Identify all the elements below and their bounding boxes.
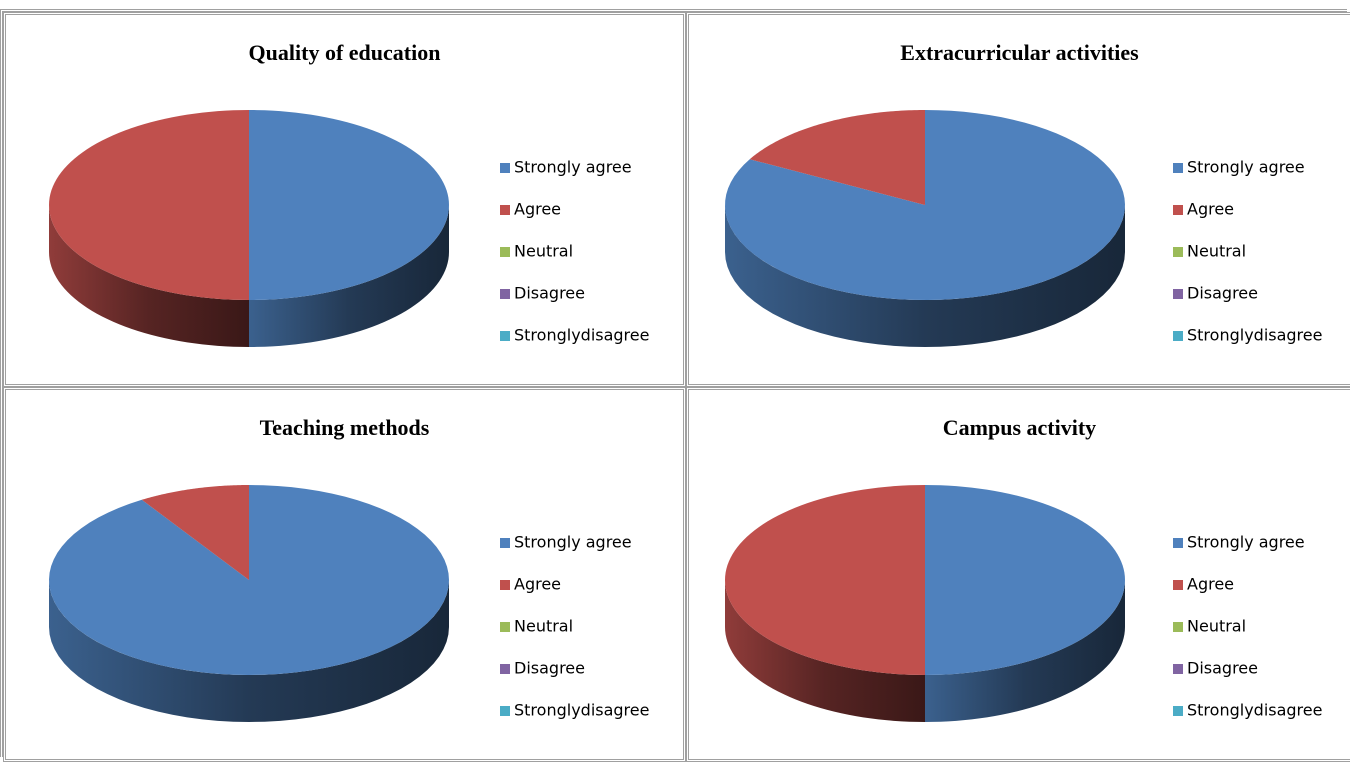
legend-label: Neutral	[1187, 617, 1246, 636]
legend-swatch	[1173, 331, 1183, 341]
legend-swatch	[1173, 622, 1183, 632]
chart-cell: Extracurricular activities Strongly agree…	[686, 12, 1350, 387]
chart-title: Teaching methods	[260, 415, 430, 440]
legend-swatch	[1173, 538, 1183, 548]
legend-label: Agree	[1187, 575, 1234, 594]
legend-label: Neutral	[514, 617, 573, 636]
chart-cell: Quality of education Strongly agree Agree N…	[3, 12, 686, 387]
legend-swatch	[1173, 247, 1183, 257]
legend-label: Disagree	[1187, 659, 1258, 678]
legend-label: Stronglydisagree	[1187, 326, 1322, 345]
chart-title: Quality of education	[249, 40, 441, 65]
chart-title: Campus activity	[943, 415, 1096, 440]
chart: Extracurricular activities Strongly agree…	[725, 40, 1322, 347]
legend-label: Stronglydisagree	[514, 701, 649, 720]
chart-grid: Quality of education Strongly agree Agree N…	[0, 9, 1350, 762]
chart: Teaching methods Strongly agree Agree Neutr…	[49, 415, 649, 722]
legend-label: Stronglydisagree	[1187, 701, 1322, 720]
legend-swatch	[500, 331, 510, 341]
legend-swatch	[1173, 580, 1183, 590]
legend-swatch	[1173, 706, 1183, 716]
legend-label: Disagree	[1187, 284, 1258, 303]
legend-label: Strongly agree	[514, 533, 632, 552]
legend-label: Agree	[514, 575, 561, 594]
chart-title: Extracurricular activities	[900, 40, 1139, 65]
legend-label: Strongly agree	[1187, 158, 1305, 177]
pie-slice	[725, 110, 1125, 347]
chart: Quality of education Strongly agree Agree N…	[49, 40, 649, 347]
legend-swatch	[500, 247, 510, 257]
legend-swatch	[500, 580, 510, 590]
pie-slice	[49, 485, 449, 722]
legend-swatch	[1173, 163, 1183, 173]
legend-swatch	[1173, 205, 1183, 215]
legend-label: Agree	[514, 200, 561, 219]
pie-slice	[49, 110, 249, 347]
legend-swatch	[1173, 289, 1183, 299]
legend-label: Disagree	[514, 284, 585, 303]
legend-swatch	[1173, 664, 1183, 674]
legend-label: Strongly agree	[1187, 533, 1305, 552]
pie-slice	[141, 485, 249, 580]
pie-slice	[249, 110, 449, 347]
legend-swatch	[500, 163, 510, 173]
chart-cell: Teaching methods Strongly agree Agree Neutr…	[3, 387, 686, 762]
legend-label: Agree	[1187, 200, 1234, 219]
pie-slice	[925, 485, 1125, 722]
legend-label: Neutral	[514, 242, 573, 261]
legend-swatch	[500, 205, 510, 215]
chart: Campus activity Strongly agree Agree Neutra…	[725, 415, 1322, 722]
legend-swatch	[500, 706, 510, 716]
legend-label: Disagree	[514, 659, 585, 678]
legend-swatch	[500, 664, 510, 674]
pie-slice	[749, 110, 925, 205]
legend-label: Strongly agree	[514, 158, 632, 177]
legend-swatch	[500, 538, 510, 548]
legend-swatch	[500, 289, 510, 299]
legend-label: Neutral	[1187, 242, 1246, 261]
legend-swatch	[500, 622, 510, 632]
pie-slice	[725, 485, 925, 722]
chart-cell: Campus activity Strongly agree Agree Neutra…	[686, 387, 1350, 762]
legend-label: Stronglydisagree	[514, 326, 649, 345]
